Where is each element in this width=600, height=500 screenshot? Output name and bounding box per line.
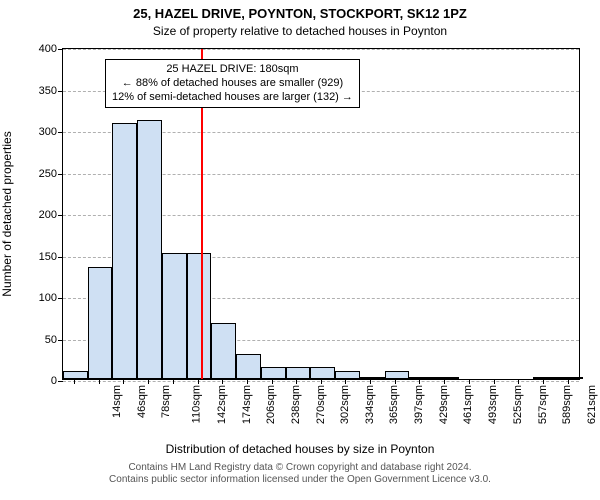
y-tick-label: 350	[39, 85, 63, 97]
x-tick-label: 589sqm	[562, 385, 574, 424]
x-tick	[173, 379, 174, 384]
histogram-bar	[360, 377, 385, 379]
x-tick	[543, 379, 544, 384]
x-tick-label: 206sqm	[265, 385, 277, 424]
x-tick	[568, 379, 569, 384]
x-tick-label: 365sqm	[388, 385, 400, 424]
x-tick-label: 525sqm	[512, 385, 524, 424]
x-tick	[419, 379, 420, 384]
histogram-bar	[162, 253, 187, 379]
x-tick-label: 46sqm	[136, 385, 148, 418]
histogram-bar	[88, 267, 113, 379]
histogram-bar	[112, 123, 137, 379]
x-tick-label: 14sqm	[111, 385, 123, 418]
x-tick-label: 334sqm	[364, 385, 376, 424]
x-tick	[247, 379, 248, 384]
x-tick	[148, 379, 149, 384]
y-axis-label: Number of detached properties	[0, 131, 14, 296]
x-tick	[198, 379, 199, 384]
histogram-bar	[409, 377, 434, 379]
x-tick-label: 461sqm	[463, 385, 475, 424]
histogram-bar	[434, 377, 459, 379]
y-tick-label: 200	[39, 209, 63, 221]
plot-area: 05010015020025030035040025 HAZEL DRIVE: …	[62, 48, 580, 380]
histogram-bar	[335, 371, 360, 379]
attribution-text: Contains HM Land Registry data © Crown c…	[0, 462, 600, 486]
histogram-bar	[286, 367, 311, 379]
x-axis-label: Distribution of detached houses by size …	[0, 442, 600, 456]
x-tick-label: 270sqm	[315, 385, 327, 424]
x-tick-label: 110sqm	[190, 385, 202, 423]
x-tick-label: 174sqm	[241, 385, 253, 424]
chart-title-sub: Size of property relative to detached ho…	[0, 24, 600, 38]
x-tick-label: 302sqm	[340, 385, 352, 424]
x-tick-label: 397sqm	[413, 385, 425, 424]
callout-box: 25 HAZEL DRIVE: 180sqm← 88% of detached …	[105, 59, 360, 108]
x-tick-label: 493sqm	[487, 385, 499, 424]
x-tick	[99, 379, 100, 384]
histogram-bar	[236, 354, 261, 379]
attribution-line: Contains HM Land Registry data © Crown c…	[0, 462, 600, 474]
callout-line: 25 HAZEL DRIVE: 180sqm	[112, 63, 353, 77]
x-tick	[395, 379, 396, 384]
histogram-bar	[63, 371, 88, 379]
x-tick-label: 238sqm	[290, 385, 302, 424]
callout-line: ← 88% of detached houses are smaller (92…	[112, 77, 353, 91]
x-tick	[74, 379, 75, 384]
x-tick	[444, 379, 445, 384]
x-tick	[345, 379, 346, 384]
y-tick-label: 100	[39, 292, 63, 304]
histogram-bar	[385, 371, 410, 379]
histogram-bar	[187, 253, 212, 379]
x-tick-label: 78sqm	[160, 385, 172, 418]
y-tick-label: 150	[39, 251, 63, 263]
x-tick-label: 557sqm	[537, 385, 549, 424]
histogram-bar	[558, 377, 583, 379]
y-tick-label: 50	[45, 334, 63, 346]
histogram-bar	[310, 367, 335, 379]
attribution-line: Contains public sector information licen…	[0, 474, 600, 486]
chart-title-main: 25, HAZEL DRIVE, POYNTON, STOCKPORT, SK1…	[0, 6, 600, 21]
y-tick-label: 400	[39, 43, 63, 55]
x-tick	[518, 379, 519, 384]
histogram-bar	[533, 377, 558, 379]
x-tick	[321, 379, 322, 384]
x-tick	[222, 379, 223, 384]
histogram-bar	[137, 120, 162, 379]
x-tick	[370, 379, 371, 384]
y-tick-label: 0	[51, 375, 63, 387]
x-tick-label: 621sqm	[586, 385, 598, 424]
x-tick-label: 429sqm	[438, 385, 450, 424]
x-tick	[296, 379, 297, 384]
x-tick	[123, 379, 124, 384]
histogram-bar	[261, 367, 286, 379]
histogram-bar	[211, 323, 236, 379]
x-tick	[469, 379, 470, 384]
x-tick	[272, 379, 273, 384]
y-tick-label: 250	[39, 168, 63, 180]
x-tick	[494, 379, 495, 384]
y-tick-label: 300	[39, 126, 63, 138]
callout-line: 12% of semi-detached houses are larger (…	[112, 91, 353, 105]
y-gridline	[63, 49, 579, 50]
x-tick-label: 142sqm	[216, 385, 228, 424]
